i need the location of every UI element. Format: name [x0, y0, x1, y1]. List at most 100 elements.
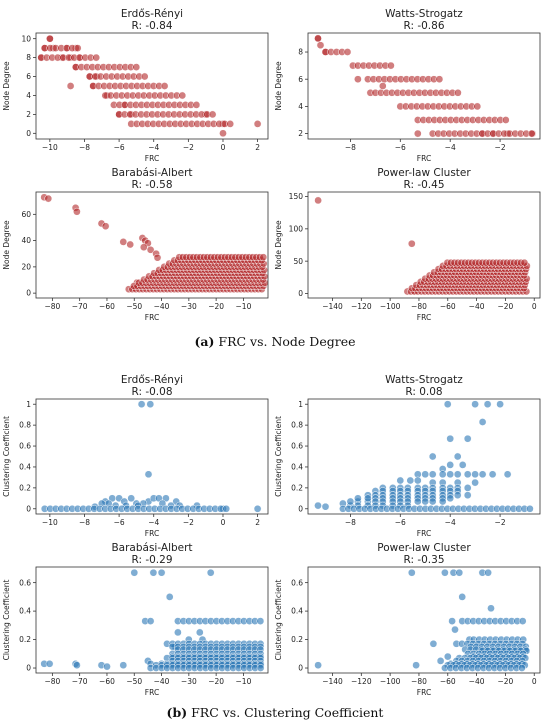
y-tick-label: 10	[21, 34, 31, 43]
y-tick-label: 0.8	[19, 421, 31, 430]
data-point	[478, 470, 487, 479]
x-axis-label: FRC	[417, 529, 431, 538]
caption-b: (b) FRC vs. Clustering Coefficient	[0, 705, 550, 720]
data-point	[463, 434, 472, 443]
data-point	[314, 34, 322, 43]
y-tick-label: 4	[26, 91, 31, 100]
data-point	[488, 470, 497, 479]
caption-a-label: (a)	[194, 334, 215, 349]
x-tick-label: 2	[255, 518, 260, 527]
data-point	[396, 476, 405, 485]
data-point	[484, 568, 492, 577]
data-point	[130, 568, 139, 577]
data-point	[446, 434, 455, 443]
data-points	[40, 193, 268, 294]
data-point	[343, 48, 352, 56]
y-tick-label: 40	[21, 236, 31, 245]
x-tick-label: −6	[114, 518, 125, 527]
chart-subtitle: R: -0.35	[403, 554, 444, 566]
y-tick-label: 0	[298, 504, 303, 513]
data-point	[259, 253, 268, 262]
x-tick-label: −80	[44, 677, 60, 686]
data-point	[443, 400, 452, 409]
y-tick-label: 60	[21, 210, 31, 219]
data-point	[471, 470, 479, 479]
chart-subtitle: R: 0.08	[405, 386, 442, 398]
data-point	[146, 400, 155, 409]
x-tick-label: −140	[322, 677, 343, 686]
data-point	[407, 239, 416, 248]
data-point	[321, 502, 330, 511]
data-point	[446, 494, 455, 503]
data-points	[314, 196, 531, 296]
chart-subtitle: R: -0.84	[131, 20, 172, 32]
y-tick-label: 8	[26, 53, 31, 62]
data-point	[406, 476, 415, 485]
data-point	[73, 44, 82, 52]
x-tick-label: 2	[255, 143, 260, 152]
data-point	[458, 593, 467, 601]
x-tick-label: −60	[440, 302, 456, 311]
data-point	[219, 129, 227, 138]
x-tick-label: 0	[532, 302, 537, 311]
y-tick-label: 0.2	[19, 483, 31, 492]
plot-frame	[307, 566, 541, 674]
caption-b-label: (b)	[166, 705, 188, 720]
x-tick-label: −20	[498, 677, 514, 686]
x-tick-label: −140	[322, 302, 343, 311]
chart-title: Erdős-Rényi	[121, 8, 183, 20]
x-tick-label: −8	[79, 518, 90, 527]
y-tick-label: 1	[26, 400, 31, 409]
y-tick-label: 20	[21, 262, 31, 271]
data-point	[46, 34, 54, 43]
data-point	[428, 470, 437, 479]
x-tick-label: 0	[532, 677, 537, 686]
data-point	[153, 253, 162, 262]
x-tick-label: −20	[208, 302, 224, 311]
data-point	[146, 617, 155, 625]
y-tick-label: 8	[298, 48, 303, 57]
x-tick-label: −2	[183, 518, 194, 527]
data-point	[412, 661, 420, 670]
x-tick-label: −40	[154, 302, 170, 311]
x-tick-label: −10	[42, 518, 58, 527]
plot-frame	[307, 398, 541, 515]
data-points	[314, 568, 531, 672]
data-point	[178, 91, 187, 100]
data-points	[40, 568, 265, 672]
caption-a: (a) FRC vs. Node Degree	[0, 334, 550, 349]
chart-title: Power-law Cluster	[377, 542, 471, 554]
data-point	[73, 207, 81, 216]
y-tick-label: 0.6	[19, 442, 31, 451]
data-point	[256, 617, 265, 625]
data-point	[149, 568, 158, 577]
y-tick-label: 0	[298, 289, 303, 298]
data-point	[453, 452, 462, 461]
y-axis-label: Node Degree	[2, 61, 11, 111]
caption-b-text: FRC vs. Clustering Coefficient	[191, 705, 384, 720]
data-point	[253, 120, 262, 128]
x-tick-label: −4	[445, 518, 456, 527]
data-point	[421, 470, 430, 479]
data-point	[438, 470, 447, 479]
y-axis-label: Clustering Coefficient	[274, 416, 283, 497]
data-point	[453, 470, 462, 479]
data-point	[446, 461, 455, 469]
y-tick-label: 150	[289, 192, 304, 201]
data-point	[195, 628, 204, 637]
x-tick-label: −60	[440, 677, 456, 686]
x-tick-label: −8	[345, 143, 356, 152]
data-point	[126, 240, 135, 249]
data-point	[478, 418, 487, 426]
data-point	[364, 494, 372, 503]
x-tick-label: −2	[495, 518, 506, 527]
chart-subtitle: R: -0.29	[131, 554, 172, 566]
data-point	[503, 470, 512, 479]
y-tick-label: 2	[26, 110, 31, 119]
plot-frame	[307, 191, 541, 299]
data-point	[518, 664, 526, 672]
